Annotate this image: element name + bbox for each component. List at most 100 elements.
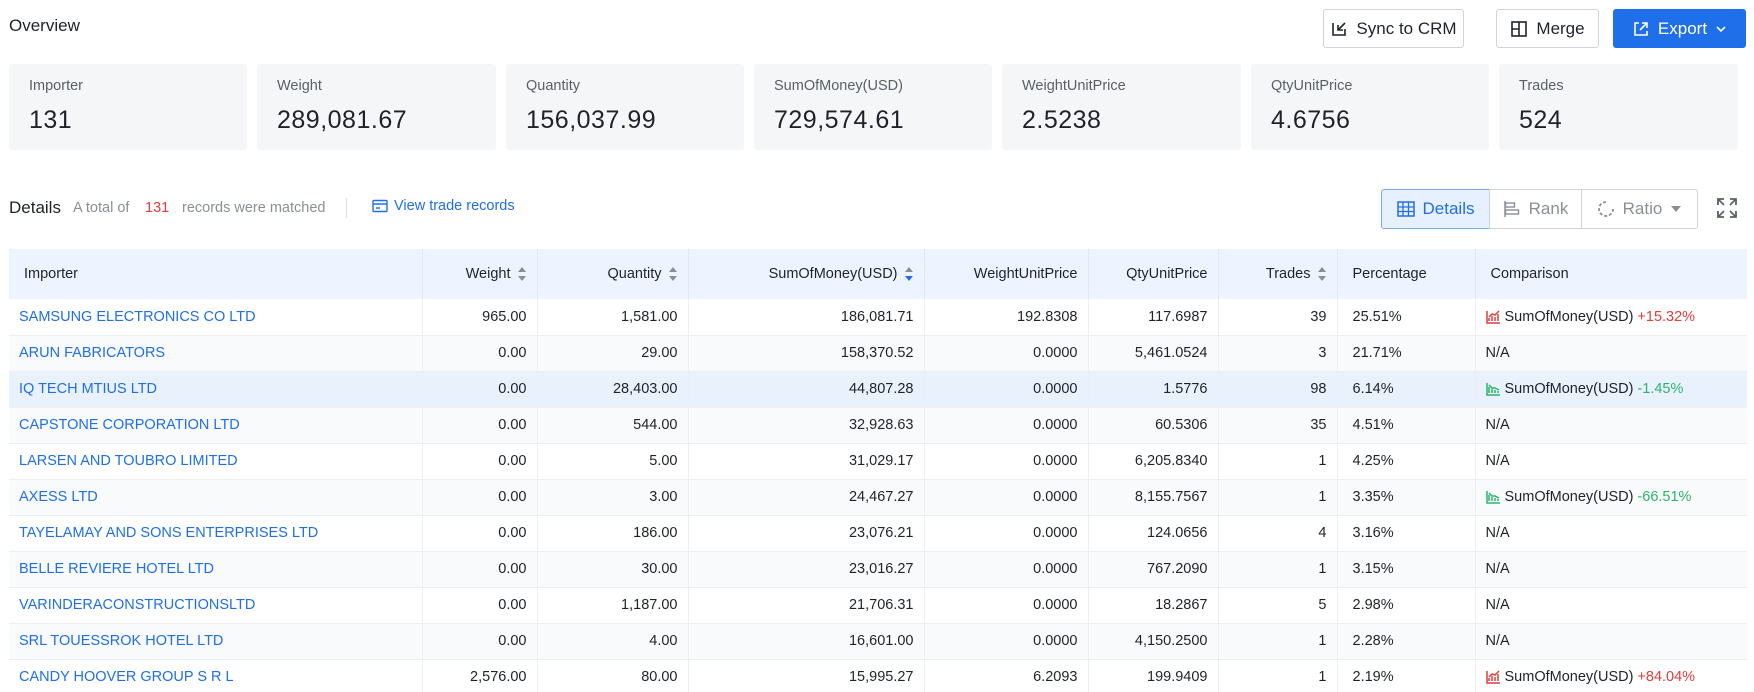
qty-unit-price-cell: 124.0656	[1088, 515, 1219, 552]
comparison-label: N/A	[1485, 345, 1510, 361]
percentage-cell: 2.98%	[1337, 587, 1476, 624]
importer-cell[interactable]: LARSEN AND TOUBRO LIMITED	[9, 443, 423, 480]
table-header-row: Importer Weight Quantity SumOfMoney(USD)…	[9, 249, 1747, 299]
percentage-cell: 3.15%	[1337, 551, 1476, 588]
column-header-quantity[interactable]: Quantity	[537, 249, 689, 299]
percentage-cell: 6.14%	[1337, 371, 1476, 408]
sum-of-money-cell: 23,016.27	[688, 551, 925, 588]
caret-down-icon	[1671, 206, 1682, 212]
importer-cell[interactable]: SAMSUNG ELECTRONICS CO LTD	[9, 299, 423, 336]
sync-to-crm-button[interactable]: Sync to CRM	[1323, 9, 1464, 48]
column-header-weight[interactable]: Weight	[422, 249, 538, 299]
qty-unit-price-cell: 6,205.8340	[1088, 443, 1219, 480]
weight-cell: 2,576.00	[422, 659, 538, 692]
column-header-sum-of-money[interactable]: SumOfMoney(USD)	[688, 249, 925, 299]
summary-value: 729,574.61	[774, 106, 905, 134]
fullscreen-button[interactable]	[1716, 197, 1738, 224]
export-button[interactable]: Export	[1613, 9, 1746, 48]
tab-ratio[interactable]: Ratio	[1581, 189, 1698, 229]
trades-cell: 1	[1218, 623, 1338, 660]
sum-of-money-cell: 23,076.21	[688, 515, 925, 552]
weight-unit-price-cell: 192.8308	[924, 299, 1089, 336]
qty-unit-price-cell: 1.5776	[1088, 371, 1219, 408]
tab-details[interactable]: Details	[1381, 189, 1490, 229]
qty-unit-price-cell: 199.9409	[1088, 659, 1219, 692]
percentage-cell: 4.51%	[1337, 407, 1476, 444]
importer-cell[interactable]: IQ TECH MTIUS LTD	[9, 371, 423, 408]
weight-unit-price-cell: 0.0000	[924, 623, 1089, 660]
sum-of-money-cell: 21,706.31	[688, 587, 925, 624]
sort-icon[interactable]	[1317, 266, 1327, 282]
importer-cell[interactable]: BELLE REVIERE HOTEL LTD	[9, 551, 423, 588]
qty-unit-price-cell: 4,150.2500	[1088, 623, 1219, 660]
table-row: AXESS LTD 0.00 3.00 24,467.27 0.0000 8,155.75…	[9, 479, 1747, 516]
column-header-qty-unit-price: QtyUnitPrice	[1088, 249, 1219, 299]
summary-label: Weight	[277, 78, 322, 94]
weight-cell: 0.00	[422, 623, 538, 660]
qty-unit-price-cell: 18.2867	[1088, 587, 1219, 624]
column-header-trades[interactable]: Trades	[1218, 249, 1338, 299]
importer-cell[interactable]: SRL TOUESSROK HOTEL LTD	[9, 623, 423, 660]
importer-cell[interactable]: ARUN FABRICATORS	[9, 335, 423, 372]
quantity-cell: 4.00	[537, 623, 689, 660]
comparison-delta: +15.32%	[1637, 308, 1696, 325]
importer-cell[interactable]: VARINDERACONSTRUCTIONSLTD	[9, 587, 423, 624]
trades-cell: 3	[1218, 335, 1338, 372]
importer-cell[interactable]: CANDY HOOVER GROUP S R L	[9, 659, 423, 692]
sum-of-money-cell: 31,029.17	[688, 443, 925, 480]
summary-value: 156,037.99	[526, 106, 657, 134]
comparison-label: SumOfMoney(USD)	[1504, 308, 1634, 325]
importer-table: Importer Weight Quantity SumOfMoney(USD)…	[9, 249, 1747, 692]
summary-card-trades: Trades 524	[1499, 64, 1738, 150]
weight-cell: 0.00	[422, 551, 538, 588]
comparison-cell: N/A	[1475, 407, 1747, 444]
quantity-cell: 80.00	[537, 659, 689, 692]
weight-cell: 0.00	[422, 515, 538, 552]
importer-cell[interactable]: TAYELAMAY AND SONS ENTERPRISES LTD	[9, 515, 423, 552]
records-suffix: records were matched	[182, 200, 326, 216]
details-bar: Details A total of 131 records were matc…	[0, 186, 1754, 236]
merge-icon	[1511, 20, 1528, 37]
trade-records-icon	[372, 199, 388, 213]
table-row: SAMSUNG ELECTRONICS CO LTD 965.00 1,581.00…	[9, 299, 1747, 336]
trades-cell: 4	[1218, 515, 1338, 552]
percentage-cell: 4.25%	[1337, 443, 1476, 480]
ratio-icon	[1597, 201, 1614, 217]
trend-up-icon	[1485, 310, 1500, 324]
comparison: SumOfMoney(USD) -66.51%	[1485, 489, 1738, 505]
weight-unit-price-cell: 0.0000	[924, 335, 1089, 372]
quantity-cell: 1,581.00	[537, 299, 689, 336]
sum-of-money-cell: 186,081.71	[688, 299, 925, 336]
quantity-cell: 3.00	[537, 479, 689, 516]
weight-cell: 0.00	[422, 407, 538, 444]
comparison: N/A	[1486, 417, 1738, 433]
table-row: CANDY HOOVER GROUP S R L 2,576.00 80.00 15,…	[9, 659, 1747, 692]
sort-desc-icon[interactable]	[904, 266, 914, 282]
summary-label: QtyUnitPrice	[1271, 78, 1353, 94]
records-prefix: A total of	[73, 200, 130, 216]
importer-cell[interactable]: CAPSTONE CORPORATION LTD	[9, 407, 423, 444]
sort-icon[interactable]	[668, 266, 678, 282]
importer-cell[interactable]: AXESS LTD	[9, 479, 423, 516]
comparison-label: SumOfMoney(USD)	[1504, 669, 1634, 685]
comparison-label: N/A	[1485, 453, 1510, 469]
summary-card-quantity: Quantity 156,037.99	[506, 64, 744, 150]
weight-unit-price-cell: 0.0000	[924, 443, 1089, 480]
sort-icon[interactable]	[517, 266, 527, 282]
trend-down-icon	[1485, 491, 1500, 504]
summary-card-qty-unit-price: QtyUnitPrice 4.6756	[1251, 64, 1489, 150]
summary-value: 289,081.67	[277, 106, 408, 134]
comparison-delta: -66.51%	[1637, 489, 1692, 505]
merge-button[interactable]: Merge	[1496, 9, 1599, 48]
tab-rank[interactable]: Rank	[1489, 189, 1582, 229]
sum-of-money-cell: 15,995.27	[688, 659, 925, 692]
qty-unit-price-cell: 8,155.7567	[1088, 479, 1219, 516]
table-row: LARSEN AND TOUBRO LIMITED 0.00 5.00 31,029.…	[9, 443, 1747, 480]
sum-of-money-cell: 24,467.27	[688, 479, 925, 516]
table-row: BELLE REVIERE HOTEL LTD 0.00 30.00 23,016.2…	[9, 551, 1747, 588]
weight-cell: 0.00	[422, 443, 538, 480]
summary-card-weight-unit-price: WeightUnitPrice 2.5238	[1002, 64, 1241, 150]
comparison: SumOfMoney(USD) +84.04%	[1485, 669, 1738, 685]
view-trade-records-link[interactable]: View trade records	[372, 198, 515, 214]
weight-cell: 0.00	[422, 587, 538, 624]
